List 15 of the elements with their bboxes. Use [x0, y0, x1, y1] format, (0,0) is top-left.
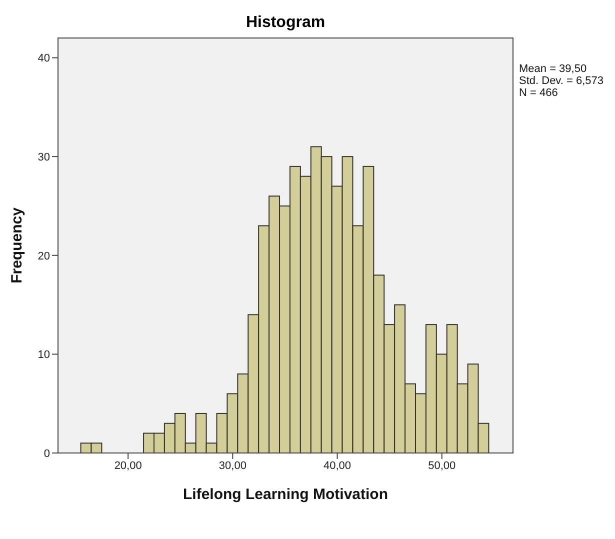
x-tick-label: 40,00 [324, 460, 352, 472]
y-tick-label: 20 [38, 250, 50, 262]
text: Mean = 39,50 [519, 63, 588, 75]
y-tick-label: 0 [44, 448, 50, 460]
x-tick-label: 30,00 [218, 460, 246, 472]
x-axis-title: Lifelong Learning Motivation [183, 486, 388, 503]
y-tick-label: 40 [38, 52, 50, 65]
text: Std. Dev. = 6,573 [519, 75, 604, 87]
chart-title: Histogram [244, 14, 326, 32]
text: N = 466 [519, 87, 559, 99]
y-tick-label: 30 [38, 151, 50, 164]
y-axis-title: Frequency [8, 206, 26, 284]
x-tick-label: 50,00 [428, 460, 456, 472]
x-tick-label: 20,00 [114, 460, 142, 472]
y-tick-label: 10 [38, 349, 50, 362]
